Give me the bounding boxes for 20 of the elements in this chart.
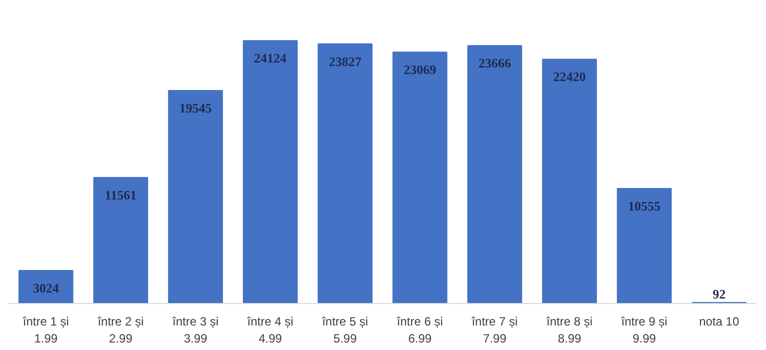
data-label: 3024	[32, 280, 60, 296]
data-label: 23069	[404, 62, 437, 78]
x-tick-label: între 1 și 1.99	[22, 314, 69, 346]
x-tick-label: între 7 și 7.99	[470, 314, 518, 346]
x-tick-label: între 6 și 6.99	[396, 314, 443, 346]
data-label: 19545	[179, 100, 212, 116]
data-label: 92	[712, 286, 726, 302]
data-label: 10555	[628, 198, 662, 214]
data-label: 23666	[478, 56, 512, 71]
data-label: 11561	[104, 188, 137, 203]
data-label: 22420	[553, 69, 586, 84]
x-tick-label: între 2 și 2.99	[96, 314, 144, 346]
data-label: 24124	[254, 50, 288, 66]
x-tick-label: între 9 și 9.99	[620, 314, 668, 346]
x-tick-label: între 5 și 5.99	[321, 314, 368, 346]
x-tick-label: între 4 și 4.99	[246, 314, 294, 346]
x-tick-label: între 8 și 8.99	[545, 314, 593, 346]
x-tick-label: între 3 și 3.99	[171, 314, 219, 346]
x-tick-label: nota 10	[699, 314, 740, 328]
data-label: 23827	[328, 54, 362, 69]
